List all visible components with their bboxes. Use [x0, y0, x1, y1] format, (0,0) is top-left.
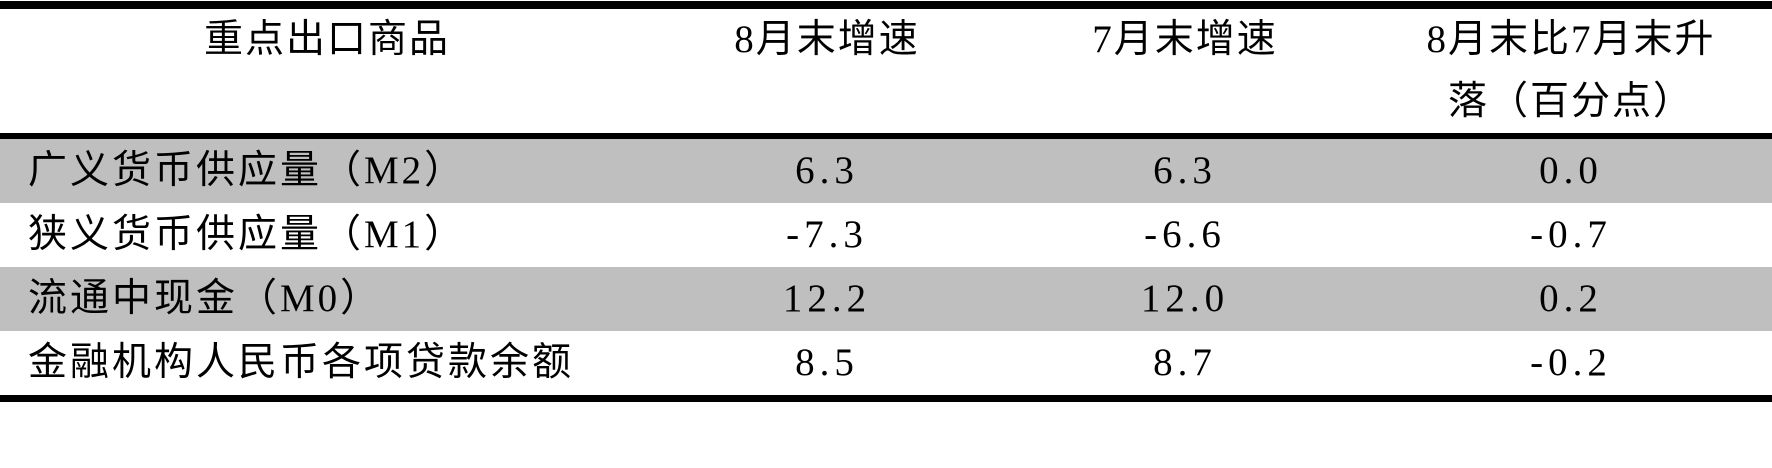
header-change-line1: 8月末比7月末升	[1426, 18, 1716, 61]
m1-change-value: -0.7	[1530, 213, 1612, 256]
header-jul-end-growth: 7月末增速	[1092, 18, 1278, 61]
row-label-m0: 流通中现金（M0）	[28, 277, 383, 320]
header-change-line2: 落（百分点）	[1447, 80, 1694, 123]
table-row-m1: 狭义货币供应量（M1） -7.3 -6.6 -0.7	[0, 203, 1772, 267]
m1-jul-end-value: -6.6	[1144, 213, 1226, 256]
loans-jul-end-value: 8.7	[1153, 341, 1217, 384]
header-key-commodities: 重点出口商品	[203, 18, 450, 61]
m2-aug-end-value: 6.3	[795, 149, 859, 192]
table-header-row: 重点出口商品 8月末增速 7月末增速 8月末比7月末升 落（百分点）	[0, 9, 1772, 139]
m2-jul-end-value: 6.3	[1153, 149, 1217, 192]
loans-aug-end-value: 8.5	[795, 341, 859, 384]
row-label-m1: 狭义货币供应量（M1）	[28, 213, 467, 256]
loans-change-value: -0.2	[1530, 341, 1612, 384]
row-label-loans: 金融机构人民币各项贷款余额	[28, 341, 575, 384]
m0-aug-end-value: 12.2	[782, 277, 872, 320]
m2-change-value: 0.0	[1539, 149, 1603, 192]
money-statistics-table: 重点出口商品 8月末增速 7月末增速 8月末比7月末升 落（百分点） 广义货币供…	[0, 1, 1772, 402]
m0-jul-end-value: 12.0	[1140, 277, 1230, 320]
m0-change-value: 0.2	[1539, 277, 1603, 320]
row-label-m2: 广义货币供应量（M2）	[28, 149, 467, 192]
header-change-pct-points: 8月末比7月末升 落（百分点）	[1370, 9, 1772, 133]
table-row-loans: 金融机构人民币各项贷款余额 8.5 8.7 -0.2	[0, 331, 1772, 395]
header-aug-end-growth: 8月末增速	[734, 18, 920, 61]
table-row-m2: 广义货币供应量（M2） 6.3 6.3 0.0	[0, 139, 1772, 203]
table-row-m0: 流通中现金（M0） 12.2 12.0 0.2	[0, 267, 1772, 331]
m1-aug-end-value: -7.3	[786, 213, 868, 256]
